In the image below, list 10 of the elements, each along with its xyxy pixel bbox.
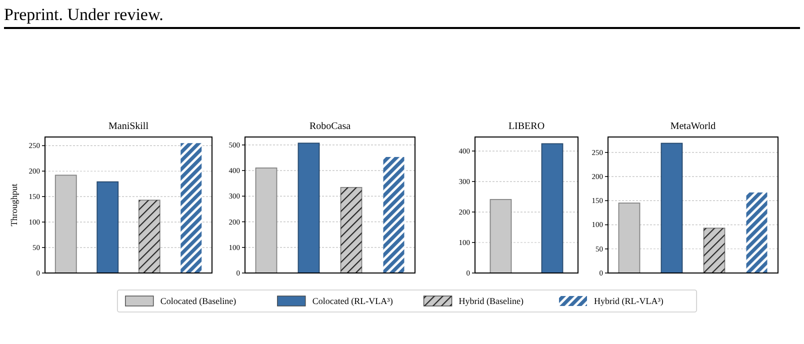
text: Preprint. Under review.	[4, 5, 164, 24]
chart-title: ManiSkill	[108, 121, 149, 132]
chart-title: LIBERO	[508, 121, 545, 132]
legend-label: Hybrid (RL-VLA³)	[594, 296, 664, 306]
y-axis-title: Throughput	[9, 183, 19, 226]
chart-title: RoboCasa	[309, 121, 352, 132]
legend-label: Colocated (RL-VLA³)	[312, 296, 393, 306]
legend-label: Hybrid (Baseline)	[458, 296, 524, 306]
legend-label: Colocated (Baseline)	[160, 296, 236, 306]
chart-title: MetaWorld	[670, 121, 716, 132]
